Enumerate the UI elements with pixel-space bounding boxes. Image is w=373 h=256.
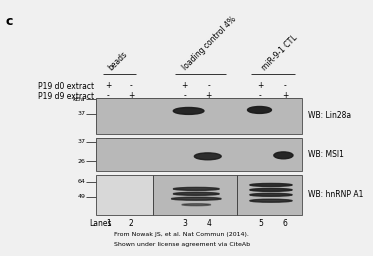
Text: 64: 64 (77, 179, 85, 185)
Text: +: + (105, 81, 112, 90)
Text: 49: 49 (77, 194, 85, 199)
Text: 3: 3 (182, 219, 187, 228)
Text: +: + (206, 91, 212, 100)
Bar (96, 98, 302, 134)
Ellipse shape (194, 153, 221, 160)
Text: +: + (257, 81, 264, 90)
Ellipse shape (248, 106, 272, 113)
Ellipse shape (250, 199, 292, 202)
Text: From Nowak JS, et al. Nat Commun (2014).: From Nowak JS, et al. Nat Commun (2014). (115, 232, 250, 237)
Ellipse shape (274, 152, 293, 159)
Text: 2: 2 (129, 219, 134, 228)
Text: 26: 26 (77, 159, 85, 164)
Ellipse shape (173, 187, 219, 190)
Text: Lanes: Lanes (89, 219, 112, 228)
Text: WB: Lin28a: WB: Lin28a (308, 111, 351, 120)
Text: Shown under license agreement via CiteAb: Shown under license agreement via CiteAb (114, 242, 250, 247)
Text: loading control 4%: loading control 4% (181, 15, 238, 72)
Text: -: - (184, 91, 186, 100)
Bar (96, 175, 153, 215)
Text: +: + (182, 81, 188, 90)
Text: WB: MSI1: WB: MSI1 (308, 150, 344, 159)
Bar (96, 137, 302, 171)
Bar (96, 175, 302, 215)
Text: 5: 5 (258, 219, 263, 228)
Text: +: + (282, 91, 289, 100)
Ellipse shape (172, 197, 221, 200)
Text: -: - (207, 81, 210, 90)
Text: P19 d0 extract: P19 d0 extract (38, 82, 94, 91)
Text: P19 d9 extract: P19 d9 extract (38, 92, 94, 101)
Text: -: - (284, 81, 287, 90)
Text: 6: 6 (283, 219, 288, 228)
Text: 37: 37 (77, 139, 85, 144)
Ellipse shape (173, 192, 219, 195)
Bar (96, 137, 302, 171)
Text: c: c (6, 15, 13, 28)
Ellipse shape (182, 204, 211, 206)
Ellipse shape (250, 188, 292, 191)
Bar (96, 98, 302, 134)
Text: beads: beads (107, 50, 129, 72)
Text: WB: hnRNP A1: WB: hnRNP A1 (308, 190, 364, 199)
Ellipse shape (173, 108, 204, 114)
Text: kDa: kDa (73, 97, 85, 102)
Text: -: - (107, 91, 110, 100)
Text: +: + (128, 91, 134, 100)
Text: -: - (259, 91, 262, 100)
Text: 37: 37 (77, 111, 85, 116)
Ellipse shape (250, 184, 292, 186)
Text: 4: 4 (206, 219, 211, 228)
Text: miR-9-1 CTL: miR-9-1 CTL (260, 33, 299, 72)
Text: 1: 1 (106, 219, 110, 228)
Bar (96, 175, 302, 215)
Text: -: - (130, 81, 132, 90)
Ellipse shape (250, 193, 292, 196)
